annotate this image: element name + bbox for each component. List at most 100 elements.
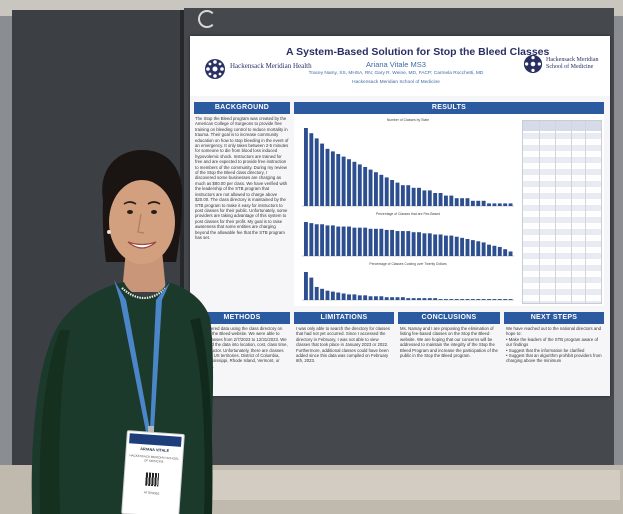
chart-bar: [492, 245, 497, 256]
chart-bar: [400, 231, 405, 256]
chart-bar: [357, 295, 362, 300]
chart-bar: [476, 200, 481, 206]
poster-title: A System-Based Solution for Stop the Ble…: [286, 46, 550, 58]
chart-bar: [497, 299, 502, 300]
chart-bar: [379, 296, 384, 300]
chart-bar: [341, 293, 346, 300]
chart-bar: [330, 151, 335, 206]
chart-bar: [427, 298, 432, 300]
chart-bar: [503, 249, 508, 256]
chart-bar: [336, 154, 341, 206]
poster-hook: [198, 10, 216, 28]
results-panel: Number of Classes by State Percentage of…: [294, 114, 604, 306]
chart-bar: [395, 231, 400, 256]
chart-bar: [400, 297, 405, 300]
chart-bar: [454, 299, 459, 300]
chart-bar: [330, 225, 335, 256]
chart-bar: [374, 296, 378, 300]
lanyard-clip: [148, 426, 154, 434]
results-heading: RESULTS: [294, 102, 604, 114]
next-steps-bullet: • Suggest that the information be clarif…: [506, 347, 585, 353]
chart-bar: [470, 240, 475, 256]
chart-bar: [325, 225, 330, 256]
chart-title: Percentage of Classes that are Fee-Based: [375, 212, 441, 216]
chart-bar: [390, 229, 395, 256]
badge-name: ARIANA VITALE: [140, 447, 170, 454]
chart-bar: [411, 232, 416, 256]
chart-bar: [465, 198, 470, 206]
chart-bar: [341, 226, 346, 256]
qr-code-icon: [145, 472, 160, 487]
chart-bar: [417, 187, 421, 206]
chart-bar: [363, 167, 368, 206]
chart-bar: [417, 232, 421, 256]
chart-fee-based: Percentage of Classes that are Fee-Based: [298, 212, 518, 260]
eye: [127, 210, 133, 214]
chart-bar: [352, 161, 357, 206]
chart-bar: [449, 195, 454, 206]
badge-org: HACKENSACK MERIDIAN SCHOOL OF MEDICINE: [129, 453, 180, 464]
chart-bar: [374, 172, 378, 206]
chart-bar: [444, 299, 448, 300]
chart-bar: [406, 185, 411, 206]
chart-bar: [406, 231, 411, 256]
chart-bar: [422, 298, 427, 300]
chart-bar: [325, 148, 330, 206]
chart-bar: [352, 227, 357, 256]
conclusions-text: Ms. Namay and I are proposing the elimin…: [400, 326, 498, 359]
chart-bar: [438, 299, 443, 300]
chart-bars: [302, 222, 514, 257]
results-table: [522, 120, 602, 304]
chart-bar: [336, 292, 341, 300]
chart-bar: [433, 298, 438, 300]
chart-bar: [427, 233, 432, 256]
eye: [151, 210, 157, 214]
chart-bar: [304, 272, 308, 300]
chart-bar: [487, 203, 491, 206]
chart-bar: [368, 296, 373, 300]
poster-author: Ariana Vitale MS3: [366, 60, 426, 69]
chart-bar: [492, 299, 497, 300]
chart-bar: [406, 298, 411, 300]
chart-bar: [503, 203, 508, 206]
poster-coauthors: Tracey Namy, SS, MHSA, RN; Gary R. Weine…: [308, 71, 484, 76]
chart-bar: [309, 133, 314, 206]
chart-bar: [438, 234, 443, 256]
chart-bar: [481, 299, 486, 300]
chart-bar: [357, 164, 362, 206]
next-steps-bullet: • Suggest that an algorithm prohibit pro…: [506, 353, 602, 364]
chart-bar: [352, 294, 357, 300]
chart-bar: [347, 294, 351, 300]
chart-bar: [390, 297, 395, 300]
chart-bar: [384, 177, 389, 206]
chart-bar: [465, 299, 470, 300]
chart-bar: [465, 239, 470, 256]
chart-bar: [390, 180, 395, 206]
conclusions-heading: CONCLUSIONS: [398, 312, 500, 324]
methods-heading: METHODS: [194, 312, 290, 324]
chart-bars: [302, 128, 514, 207]
chart-bar: [433, 234, 438, 256]
chart-bar: [427, 190, 432, 206]
table-header: [523, 121, 601, 131]
chart-bar: [379, 228, 384, 256]
chart-bar: [395, 182, 400, 206]
chart-bar: [363, 295, 368, 300]
chart-bar: [314, 224, 319, 256]
background-text: The Stop the Bleed program was created b…: [195, 116, 289, 240]
chart-bar: [325, 290, 330, 300]
chart-bar: [336, 226, 341, 256]
badge-header: [129, 433, 182, 447]
floor-strip: [210, 470, 620, 500]
chart-bar: [314, 138, 319, 206]
name-badge: ARIANA VITALE HACKENSACK MERIDIAN SCHOOL…: [121, 430, 185, 514]
chart-bar: [449, 235, 454, 256]
chart-bar: [433, 193, 438, 206]
chart-bar: [476, 299, 481, 300]
chart-bar: [374, 228, 378, 256]
chart-bar: [309, 223, 314, 256]
chart-bar: [384, 297, 389, 300]
chart-bar: [347, 226, 351, 256]
next-steps-body: We have reached out to the national dire…: [506, 326, 602, 392]
next-steps-heading: NEXT STEPS: [504, 312, 604, 324]
